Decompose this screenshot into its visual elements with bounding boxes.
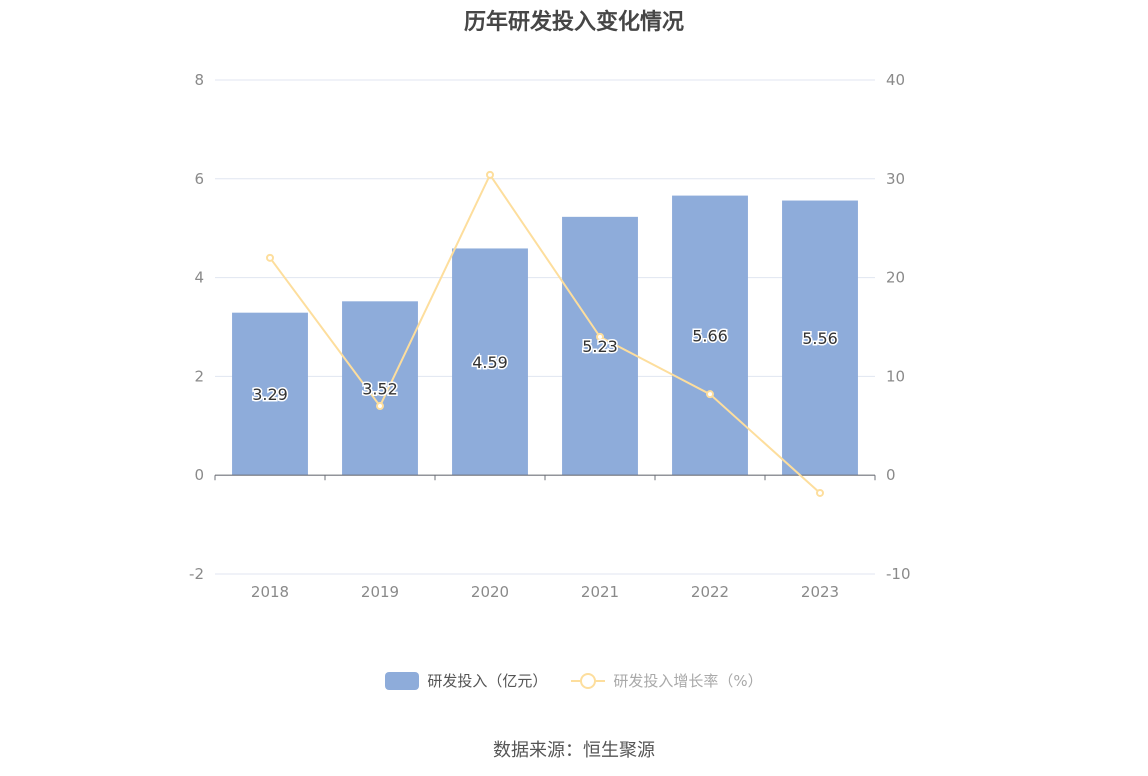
legend-item-rd-investment[interactable]: 研发投入（亿元） (385, 670, 547, 691)
legend-bar-swatch (385, 671, 420, 690)
growth-rate-point (266, 253, 274, 262)
legend-line-swatch (571, 672, 606, 690)
x-tick-label: 2022 (691, 583, 729, 601)
growth-rate-point (376, 402, 384, 411)
y-right-tick-label: -10 (886, 565, 911, 583)
y-left-tick-label: 0 (194, 466, 204, 484)
data-source-note: 数据来源：恒生聚源 (493, 740, 655, 761)
bar-data-label: 5.66 (692, 326, 728, 345)
y-right-tick-label: 20 (886, 269, 905, 287)
x-tick-label: 2019 (361, 583, 399, 601)
chart-canvas: -2 0 2 4 6 8 -10 0 10 20 30 40 2018 2019 2020 2021 2022 2… (189, 71, 911, 601)
y-right-tick-label: 0 (886, 466, 896, 484)
bar (562, 216, 638, 476)
legend-label-rd-investment: 研发投入（亿元） (427, 672, 548, 690)
legend: 研发投入（亿元） 研发投入增长率（%） (0, 670, 1148, 691)
x-tick-label: 2020 (471, 583, 509, 601)
bar-data-label: 3.52 (362, 379, 398, 398)
chart-title: 历年研发投入变化情况 (463, 10, 684, 35)
bar (452, 248, 528, 476)
bar-data-label: 5.23 (582, 337, 618, 356)
growth-rate-point (486, 170, 494, 179)
y-left-tick-label: 8 (194, 71, 204, 89)
bar-data-label: 5.56 (802, 329, 838, 348)
y-right-tick-label: 10 (886, 367, 905, 385)
bar (782, 200, 858, 476)
bar (672, 195, 748, 476)
growth-rate-point (706, 390, 714, 399)
y-right-tick-label: 40 (886, 71, 905, 89)
growth-rate-point (596, 332, 604, 341)
bar-data-label: 4.59 (472, 353, 508, 372)
x-tick-label: 2018 (251, 583, 289, 601)
y-left-tick-label: 2 (194, 367, 204, 385)
growth-rate-line (269, 172, 821, 494)
y-left-tick-label: 6 (194, 170, 204, 188)
legend-item-growth-rate[interactable]: 研发投入增长率（%） (571, 670, 763, 691)
bar (232, 312, 308, 476)
bar (342, 301, 418, 476)
y-left-tick-label: -2 (189, 565, 204, 583)
x-tick-label: 2023 (801, 583, 839, 601)
y-right-tick-label: 30 (886, 170, 905, 188)
growth-rate-point (816, 488, 824, 497)
bar-data-label: 3.29 (252, 385, 288, 404)
y-left-tick-label: 4 (194, 269, 204, 287)
legend-label-growth-rate: 研发投入增长率（%） (613, 672, 763, 690)
x-tick-label: 2021 (581, 583, 619, 601)
